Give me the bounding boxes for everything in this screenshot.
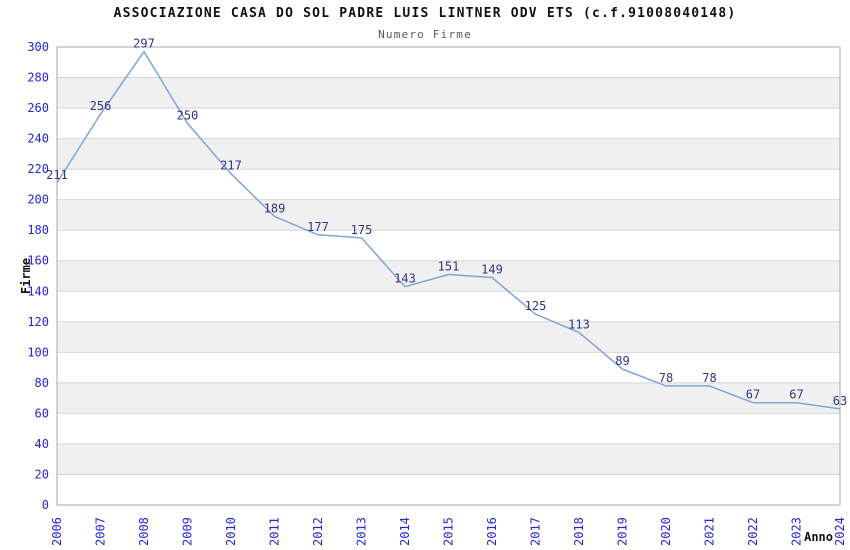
x-tick-label: 2008 <box>137 517 151 546</box>
data-point-label: 67 <box>789 388 803 402</box>
data-point-label: 149 <box>481 263 503 277</box>
grid-band <box>57 382 840 414</box>
y-tick-label: 20 <box>35 467 49 481</box>
y-tick-label: 40 <box>35 437 49 451</box>
data-point-label: 143 <box>394 272 416 286</box>
y-tick-label: 220 <box>27 162 49 176</box>
y-tick-label: 80 <box>35 376 49 390</box>
grid-band <box>57 321 840 353</box>
y-tick-label: 100 <box>27 345 49 359</box>
x-tick-label: 2016 <box>485 517 499 546</box>
grid-band <box>57 77 840 109</box>
data-point-label: 63 <box>833 394 847 408</box>
x-tick-label: 2019 <box>616 517 630 546</box>
data-point-label: 250 <box>177 108 199 122</box>
grid-band <box>57 443 840 475</box>
y-tick-label: 0 <box>42 498 49 512</box>
y-tick-label: 260 <box>27 101 49 115</box>
y-tick-label: 120 <box>27 315 49 329</box>
data-point-label: 113 <box>568 317 590 331</box>
chart-subtitle: Numero Firme <box>378 28 472 41</box>
x-tick-label: 2014 <box>398 517 412 546</box>
data-point-label: 297 <box>133 37 155 51</box>
y-tick-label: 280 <box>27 71 49 85</box>
y-tick-label: 60 <box>35 406 49 420</box>
y-axis-title: Firme <box>19 258 33 294</box>
x-tick-label: 2009 <box>181 517 195 546</box>
x-tick-label: 2015 <box>442 517 456 546</box>
y-tick-label: 240 <box>27 132 49 146</box>
grid-band <box>57 138 840 170</box>
grid-band <box>57 199 840 231</box>
data-point-label: 151 <box>438 259 460 273</box>
x-tick-label: 2006 <box>50 517 64 546</box>
data-point-label: 89 <box>615 354 629 368</box>
x-tick-label: 2012 <box>311 517 325 546</box>
x-tick-label: 2018 <box>572 517 586 546</box>
y-tick-label: 300 <box>27 40 49 54</box>
y-tick-label: 160 <box>27 254 49 268</box>
data-point-label: 189 <box>264 201 286 215</box>
y-tick-label: 200 <box>27 193 49 207</box>
data-point-label: 177 <box>307 220 329 234</box>
x-tick-label: 2022 <box>746 517 760 546</box>
x-tick-label: 2021 <box>703 517 717 546</box>
y-tick-label: 140 <box>27 284 49 298</box>
x-tick-label: 2011 <box>268 517 282 546</box>
data-point-label: 78 <box>702 371 716 385</box>
plot-border <box>56 46 841 506</box>
x-tick-label: 2023 <box>790 517 804 546</box>
data-point-label: 67 <box>746 388 760 402</box>
x-tick-label: 2007 <box>94 517 108 546</box>
x-axis-title: Anno <box>804 530 833 544</box>
x-tick-label: 2010 <box>224 517 238 546</box>
x-tick-label: 2020 <box>659 517 673 546</box>
data-point-label: 211 <box>46 168 68 182</box>
grid-band <box>57 260 840 292</box>
chart-title: ASSOCIAZIONE CASA DO SOL PADRE LUIS LINT… <box>113 6 737 21</box>
data-point-label: 217 <box>220 159 242 173</box>
data-point-label: 78 <box>659 371 673 385</box>
y-tick-label: 180 <box>27 223 49 237</box>
x-tick-label: 2013 <box>355 517 369 546</box>
x-tick-label: 2024 <box>833 517 847 546</box>
data-point-label: 256 <box>90 99 112 113</box>
data-line <box>56 50 841 410</box>
data-point-label: 125 <box>525 299 547 313</box>
x-tick-label: 2017 <box>529 517 543 546</box>
data-point-label: 175 <box>351 223 373 237</box>
